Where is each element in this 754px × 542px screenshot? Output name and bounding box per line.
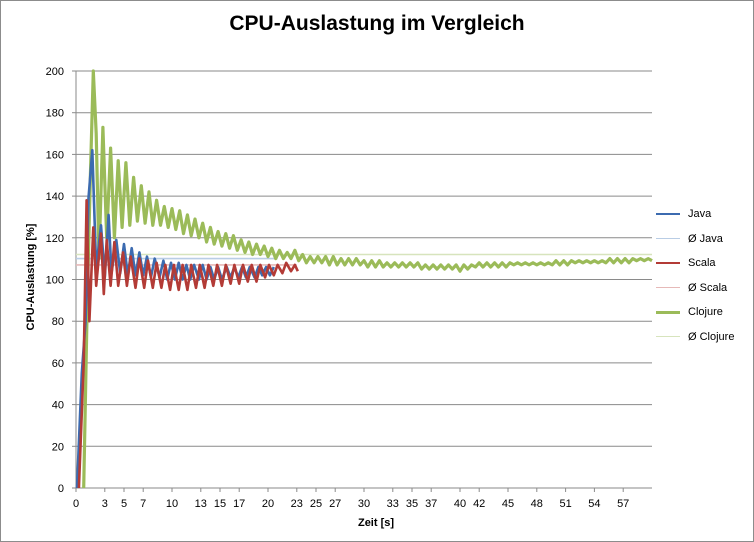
legend-swatch [656, 310, 680, 314]
legend-swatch [656, 336, 680, 338]
x-axis-label: Zeit [s] [357, 517, 395, 529]
x-tick-label: 7 [140, 498, 146, 510]
x-tick-label: 25 [310, 498, 322, 510]
legend-label: Scala [688, 257, 716, 270]
x-tick-label: 27 [329, 498, 341, 510]
x-tick-label: 35 [406, 498, 418, 510]
y-tick-label: 120 [46, 233, 64, 245]
legend-swatch [656, 262, 680, 265]
legend-swatch [656, 238, 680, 240]
y-tick-label: 200 [46, 66, 64, 78]
x-tick-label: 23 [291, 498, 303, 510]
x-tick-label: 37 [425, 498, 437, 510]
x-tick-label: 40 [454, 498, 466, 510]
x-tick-label: 13 [195, 498, 207, 510]
x-tick-label: 15 [214, 498, 226, 510]
legend-item: Ø Java [656, 227, 752, 252]
x-tick-label: 54 [588, 498, 600, 510]
legend-item: Clojure [656, 300, 752, 325]
x-tick-label: 51 [559, 498, 571, 510]
y-tick-label: 80 [52, 316, 64, 328]
legend-item: Scala [656, 251, 752, 276]
y-tick-label: 140 [46, 191, 64, 203]
x-tick-label: 42 [473, 498, 485, 510]
x-tick-label: 57 [617, 498, 629, 510]
legend-item: Ø Scala [656, 276, 752, 301]
legend-item: Ø Clojure [656, 325, 752, 350]
x-tick-label: 33 [387, 498, 399, 510]
y-tick-label: 20 [52, 441, 64, 453]
y-tick-label: 180 [46, 108, 64, 120]
legend-label: Ø Java [688, 232, 723, 245]
legend-label: Ø Clojure [688, 330, 735, 343]
y-tick-label: 0 [58, 483, 64, 495]
y-tick-label: 40 [52, 400, 64, 412]
legend-label: Clojure [688, 306, 723, 319]
legend-label: Ø Scala [688, 281, 728, 294]
chart-legend: Java Ø Java Scala Ø Scala Clojure Ø Clojure [656, 202, 752, 349]
x-tick-label: 17 [233, 498, 245, 510]
y-axis-label: CPU-Auslastung [%] [25, 223, 37, 331]
legend-swatch [656, 213, 680, 216]
legend-item: Java [656, 202, 752, 227]
y-tick-label: 60 [52, 358, 64, 370]
x-tick-label: 48 [531, 498, 543, 510]
y-tick-label: 160 [46, 149, 64, 161]
x-tick-label: 30 [358, 498, 370, 510]
x-tick-label: 0 [73, 498, 79, 510]
chart-title: CPU-Auslastung im Vergleich [229, 12, 525, 35]
series-line-clojure [82, 69, 653, 489]
x-tick-label: 10 [166, 498, 178, 510]
legend-label: Java [688, 208, 712, 221]
y-tick-label: 100 [46, 275, 64, 287]
x-tick-label: 5 [121, 498, 127, 510]
x-tick-label: 45 [502, 498, 514, 510]
legend-swatch [656, 287, 680, 289]
x-tick-label: 20 [262, 498, 274, 510]
x-tick-label: 3 [102, 498, 108, 510]
series-line-scala [77, 199, 299, 489]
